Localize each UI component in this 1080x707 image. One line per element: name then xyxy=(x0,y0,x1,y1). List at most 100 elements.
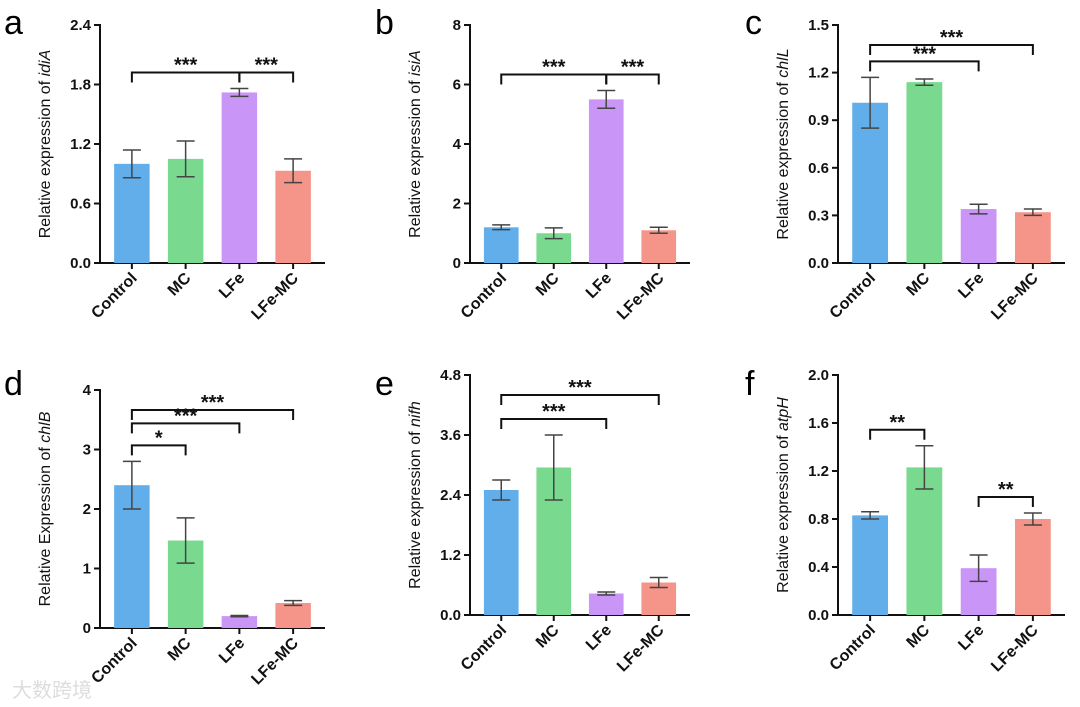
y-tick-label: 0.0 xyxy=(440,607,461,624)
bar-control xyxy=(114,163,150,263)
y-tick-label: 0.9 xyxy=(808,112,829,129)
y-axis-label-prefix: Relative expression of xyxy=(775,431,792,593)
y-axis-label: Relative expression of atpH xyxy=(775,397,792,593)
bar-lfe xyxy=(588,99,624,263)
y-tick-label: 0.3 xyxy=(808,207,829,224)
y-tick-label: 3 xyxy=(83,442,91,459)
significance-bracket xyxy=(869,428,926,440)
watermark: 大数跨境 xyxy=(12,679,92,702)
significance-label: *** xyxy=(201,392,225,414)
y-tick-label: 4.8 xyxy=(440,367,461,384)
y-tick-label: 0 xyxy=(453,255,461,272)
bar-control xyxy=(483,227,519,263)
significance-label: ** xyxy=(889,412,905,434)
y-tick-label: 1.2 xyxy=(808,65,829,82)
bar-control xyxy=(852,515,889,615)
panel-letter: d xyxy=(4,365,23,403)
y-tick-label: 2 xyxy=(83,501,91,518)
y-axis-label-prefix: Relative expression of xyxy=(37,76,54,238)
bar-lfe xyxy=(588,593,624,615)
panel-e: e Relative expression of nifh 0.0 1.2 2.4 3.6… xyxy=(375,365,690,675)
significance-label: * xyxy=(155,427,163,449)
panel-b: b Relative expression of isiA 0 2 4 6 8 Control… xyxy=(375,4,690,323)
y-tick-label: 2.4 xyxy=(70,17,92,34)
y-tick-label: 0.4 xyxy=(808,559,830,576)
panel-letter: f xyxy=(745,365,755,403)
y-tick-label: 0.0 xyxy=(808,607,829,624)
y-tick-label: 6 xyxy=(453,77,461,94)
y-tick-label: 0.6 xyxy=(70,196,91,213)
y-axis-label-prefix: Relative expression of xyxy=(407,427,424,589)
x-tick-label: LFe-MC xyxy=(988,269,1042,323)
panel-letter: a xyxy=(4,4,23,42)
x-tick-label: MC xyxy=(533,269,563,299)
significance-bracket xyxy=(500,394,660,405)
x-tick-label: MC xyxy=(165,634,195,664)
x-tick-label: Control xyxy=(88,635,140,687)
bar-lfe xyxy=(221,616,258,628)
x-tick-label: LFe xyxy=(583,270,615,302)
bar-lfe-mc xyxy=(275,170,311,263)
bar-lfe-mc xyxy=(1014,212,1051,263)
significance-bracket xyxy=(605,73,660,85)
significance-bracket xyxy=(238,71,295,83)
panel-d: d Relative Expression of chlB 0 1 2 3 4 Control… xyxy=(4,365,325,688)
y-tick-label: 4 xyxy=(83,382,92,399)
significance-label: *** xyxy=(913,43,937,65)
x-tick-label: LFe xyxy=(216,270,248,302)
y-tick-label: 1.2 xyxy=(440,547,461,564)
significance-bracket xyxy=(130,409,295,420)
y-axis-label-prefix: Relative expression of xyxy=(407,76,424,238)
y-axis-label-prefix: Relative expression of xyxy=(775,78,792,240)
y-tick-label: 1.2 xyxy=(808,463,829,480)
y-axis-label-gene: idiA xyxy=(37,50,54,77)
panel-letter: e xyxy=(375,365,394,403)
x-tick-label: Control xyxy=(88,270,140,322)
bar-lfe xyxy=(960,209,997,263)
significance-bracket xyxy=(130,422,241,434)
significance-bracket xyxy=(977,496,1034,507)
significance-label: *** xyxy=(542,401,566,423)
significance-label: *** xyxy=(174,54,198,76)
y-tick-label: 4 xyxy=(453,136,462,153)
y-axis-label: Relative expression of nifh xyxy=(407,401,424,589)
x-tick-label: LFe-MC xyxy=(248,269,302,323)
y-tick-label: 2.4 xyxy=(440,487,462,504)
y-axis-label-gene: chlL xyxy=(775,48,792,77)
x-tick-label: LFe xyxy=(583,622,615,654)
bar-lfe-mc xyxy=(641,230,677,263)
significance-bracket xyxy=(869,44,1034,55)
y-axis-label-prefix: Relative Expression of xyxy=(37,443,54,607)
x-tick-label: Control xyxy=(827,270,879,322)
panel-letter: c xyxy=(745,4,762,42)
significance-label: ** xyxy=(998,479,1014,501)
y-axis-label: Relative expression of isiA xyxy=(407,50,424,238)
panel-c: c Relative expression of chlL 0.0 0.3 0.6 0.9… xyxy=(745,4,1065,323)
significance-label: *** xyxy=(940,27,964,49)
x-tick-label: MC xyxy=(533,621,563,651)
y-axis-label: Relative expression of chlL xyxy=(775,48,792,239)
x-tick-label: LFe-MC xyxy=(248,634,302,688)
y-tick-label: 0.0 xyxy=(808,255,829,272)
x-tick-label: Control xyxy=(458,270,510,322)
panel-letter: b xyxy=(375,4,394,42)
significance-bracket xyxy=(130,444,187,456)
significance-label: *** xyxy=(621,56,645,78)
x-tick-label: LFe-MC xyxy=(614,621,668,675)
bar-mc xyxy=(906,82,943,264)
significance-bracket xyxy=(869,60,980,72)
x-tick-label: MC xyxy=(165,269,195,299)
x-tick-label: MC xyxy=(904,621,934,651)
panel-f: f Relative expression of atpH 0.0 0.4 0.8 1.2… xyxy=(745,365,1065,675)
y-axis-label-gene: chlB xyxy=(37,411,54,442)
y-tick-label: 1.6 xyxy=(808,415,829,432)
bar-lfe-mc xyxy=(1014,519,1051,615)
significance-bracket xyxy=(500,418,608,429)
x-tick-label: LFe xyxy=(955,622,987,654)
x-tick-label: Control xyxy=(458,622,510,674)
x-tick-label: MC xyxy=(904,269,934,299)
y-tick-label: 3.6 xyxy=(440,427,461,444)
x-tick-label: LFe xyxy=(955,270,987,302)
y-tick-label: 0.8 xyxy=(808,511,829,528)
